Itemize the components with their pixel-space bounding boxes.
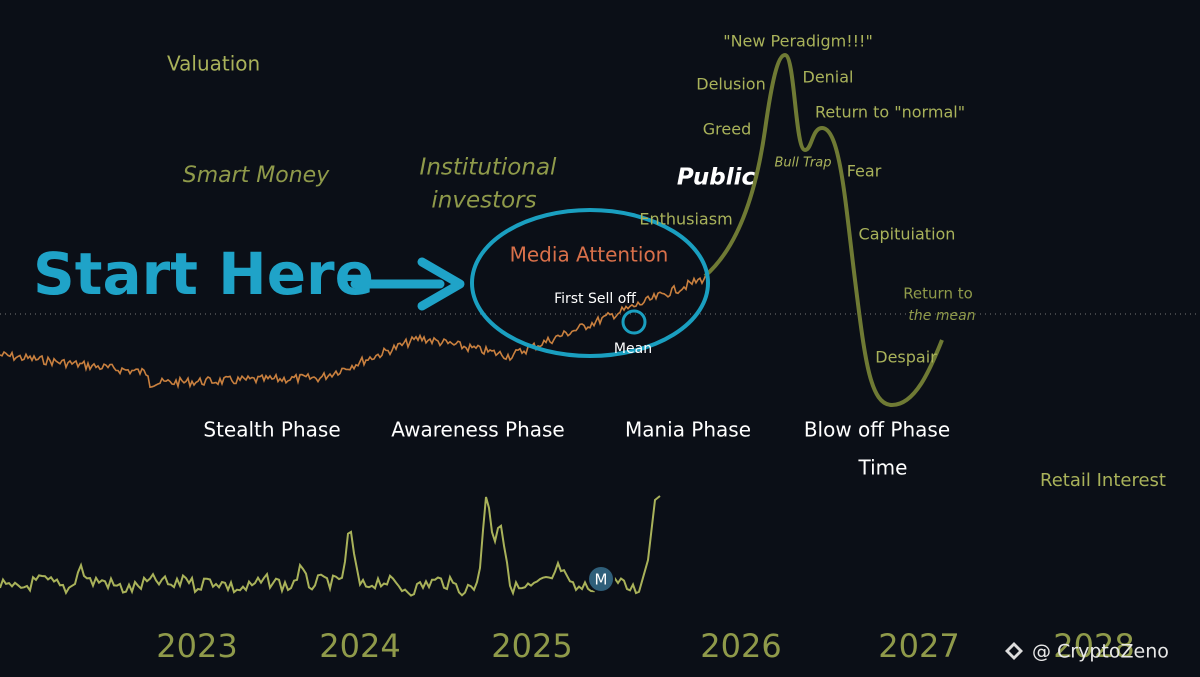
watermark: @ CryptoZeno: [1032, 641, 1169, 663]
stage-label: Return to: [903, 285, 973, 303]
badge-label: M: [595, 571, 608, 589]
highlight-dot: [621, 309, 647, 335]
group-label: Smart Money: [183, 163, 330, 188]
stage-label: Capituiation: [859, 225, 956, 244]
retail-line: [0, 495, 661, 597]
highlight-ellipse: [470, 208, 710, 358]
watermark-logo: [1005, 642, 1023, 660]
year-label: 2023: [156, 627, 237, 665]
stage-label: Return to "normal": [815, 103, 965, 122]
stage-label: the mean: [908, 308, 975, 324]
arrow-head: [417, 257, 465, 311]
year-label: 2026: [700, 627, 781, 665]
year-label: 2028: [1053, 627, 1134, 665]
stage-label: Media Attention: [510, 243, 669, 267]
group-label: investors: [431, 188, 536, 214]
call-to-action: Start Here: [33, 240, 374, 308]
stage-label: Mean: [614, 341, 652, 357]
price-line: [0, 272, 709, 390]
stage-label: Greed: [703, 120, 751, 139]
phase-label: Awareness Phase: [391, 418, 564, 442]
year-label: 2025: [491, 627, 572, 665]
stage-label: Delusion: [696, 75, 765, 94]
stage-label: "New Peradigm!!!": [723, 32, 873, 51]
group-label: Public: [677, 165, 756, 191]
stage-label: First Sell off: [554, 291, 636, 307]
badge: [587, 565, 615, 593]
y-label: Valuation: [167, 52, 260, 76]
secondary-label: Retail Interest: [1040, 470, 1166, 491]
x-label: Time: [858, 456, 908, 480]
stage-label: Despair: [875, 348, 937, 367]
phase-label: Blow off Phase: [804, 418, 950, 442]
year-label: 2024: [319, 627, 400, 665]
stage-label: Enthusiasm: [639, 210, 732, 229]
stage-label: Denial: [803, 68, 854, 87]
stage-label: Bull Trap: [774, 156, 831, 171]
stage-label: Fear: [847, 162, 882, 181]
group-label: Institutional: [420, 155, 557, 181]
phase-label: Mania Phase: [625, 418, 751, 442]
phase-label: Stealth Phase: [203, 418, 340, 442]
hype-curve: [703, 52, 944, 408]
year-label: 2027: [878, 627, 959, 665]
